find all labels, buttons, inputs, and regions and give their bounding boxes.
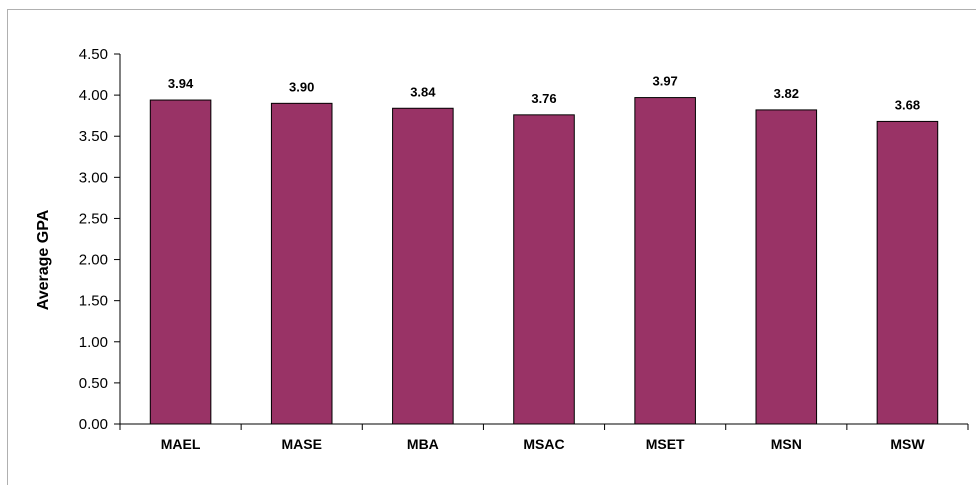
bar xyxy=(270,102,333,425)
bars-group xyxy=(149,97,939,425)
x-category-label: MSN xyxy=(771,436,802,452)
data-label: 3.84 xyxy=(410,84,436,99)
y-axis-title: Average GPA xyxy=(35,209,52,310)
y-tick-label: 1.00 xyxy=(79,334,108,351)
bar xyxy=(392,107,454,425)
x-category-label: MBA xyxy=(407,436,439,452)
chart-frame xyxy=(7,9,976,485)
y-tick-label: 0.00 xyxy=(79,416,108,433)
y-tick-label: 1.50 xyxy=(79,293,108,310)
data-label: 3.97 xyxy=(652,74,677,89)
x-category-label: MASE xyxy=(281,436,321,452)
bar xyxy=(755,109,818,425)
y-tick-label: 0.50 xyxy=(79,375,108,392)
y-tick-label: 3.50 xyxy=(79,128,108,145)
y-tick-label: 4.50 xyxy=(79,46,108,63)
y-tick-label: 2.00 xyxy=(79,252,108,269)
y-tick-label: 3.00 xyxy=(79,169,108,186)
x-category-label: MSET xyxy=(646,436,685,452)
bar xyxy=(876,120,939,425)
y-tick-label: 2.50 xyxy=(79,210,108,227)
data-label: 3.68 xyxy=(895,97,920,112)
bar xyxy=(149,99,212,425)
bar xyxy=(513,114,575,425)
x-category-label: MSW xyxy=(890,436,925,452)
labels-group: 3.94 MAEL 3.90 MASE 3.84 MBA 3.76 MSAC 3.97 MSET 3… xyxy=(161,74,926,452)
bar xyxy=(634,97,696,425)
x-category-label: MAEL xyxy=(161,436,201,452)
x-category-label: MSAC xyxy=(523,436,564,452)
data-label: 3.76 xyxy=(531,91,556,106)
data-label: 3.90 xyxy=(289,79,314,94)
y-tick-label: 4.00 xyxy=(79,87,108,104)
data-label: 3.82 xyxy=(774,86,799,101)
data-label: 3.94 xyxy=(168,76,194,91)
